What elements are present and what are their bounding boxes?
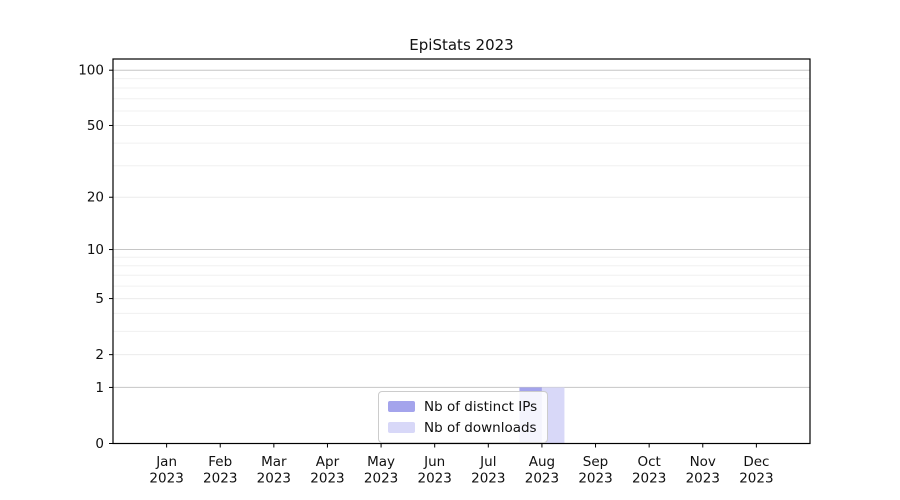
legend-label-distinct-ips: Nb of distinct IPs xyxy=(424,398,538,415)
x-tick-label: Jul 2023 xyxy=(471,454,505,487)
y-tick-label: 1 xyxy=(95,380,104,396)
y-tick-label: 50 xyxy=(87,118,104,134)
legend-label-downloads: Nb of downloads xyxy=(424,419,537,436)
plot-border xyxy=(112,58,811,445)
x-tick-label: Sep 2023 xyxy=(578,454,612,487)
x-tick-label: Jan 2023 xyxy=(149,454,183,487)
y-tick-label: 20 xyxy=(87,190,104,206)
x-tick-label: Oct 2023 xyxy=(632,454,666,487)
x-tick-label: Dec 2023 xyxy=(739,454,773,487)
legend-swatch-downloads xyxy=(388,422,415,433)
x-tick-label: Mar 2023 xyxy=(257,454,291,487)
legend-item-distinct-ips: Nb of distinct IPs xyxy=(388,398,537,415)
x-tick-label: May 2023 xyxy=(364,454,398,487)
x-tick-label: Aug 2023 xyxy=(525,454,559,487)
y-tick-label: 5 xyxy=(95,291,104,307)
x-tick-label: Feb 2023 xyxy=(203,454,237,487)
x-tick-label: Jun 2023 xyxy=(418,454,452,487)
x-tick-label: Nov 2023 xyxy=(686,454,720,487)
x-tick-label: Apr 2023 xyxy=(310,454,344,487)
legend-item-downloads: Nb of downloads xyxy=(388,419,537,436)
chart-title: EpiStats 2023 xyxy=(409,36,514,54)
legend: Nb of distinct IPs Nb of downloads xyxy=(378,391,549,443)
y-tick-label: 10 xyxy=(87,242,104,258)
y-tick-label: 100 xyxy=(78,63,104,79)
legend-swatch-distinct-ips xyxy=(388,401,415,412)
y-tick-label: 0 xyxy=(95,436,104,452)
y-tick-label: 2 xyxy=(95,347,104,363)
